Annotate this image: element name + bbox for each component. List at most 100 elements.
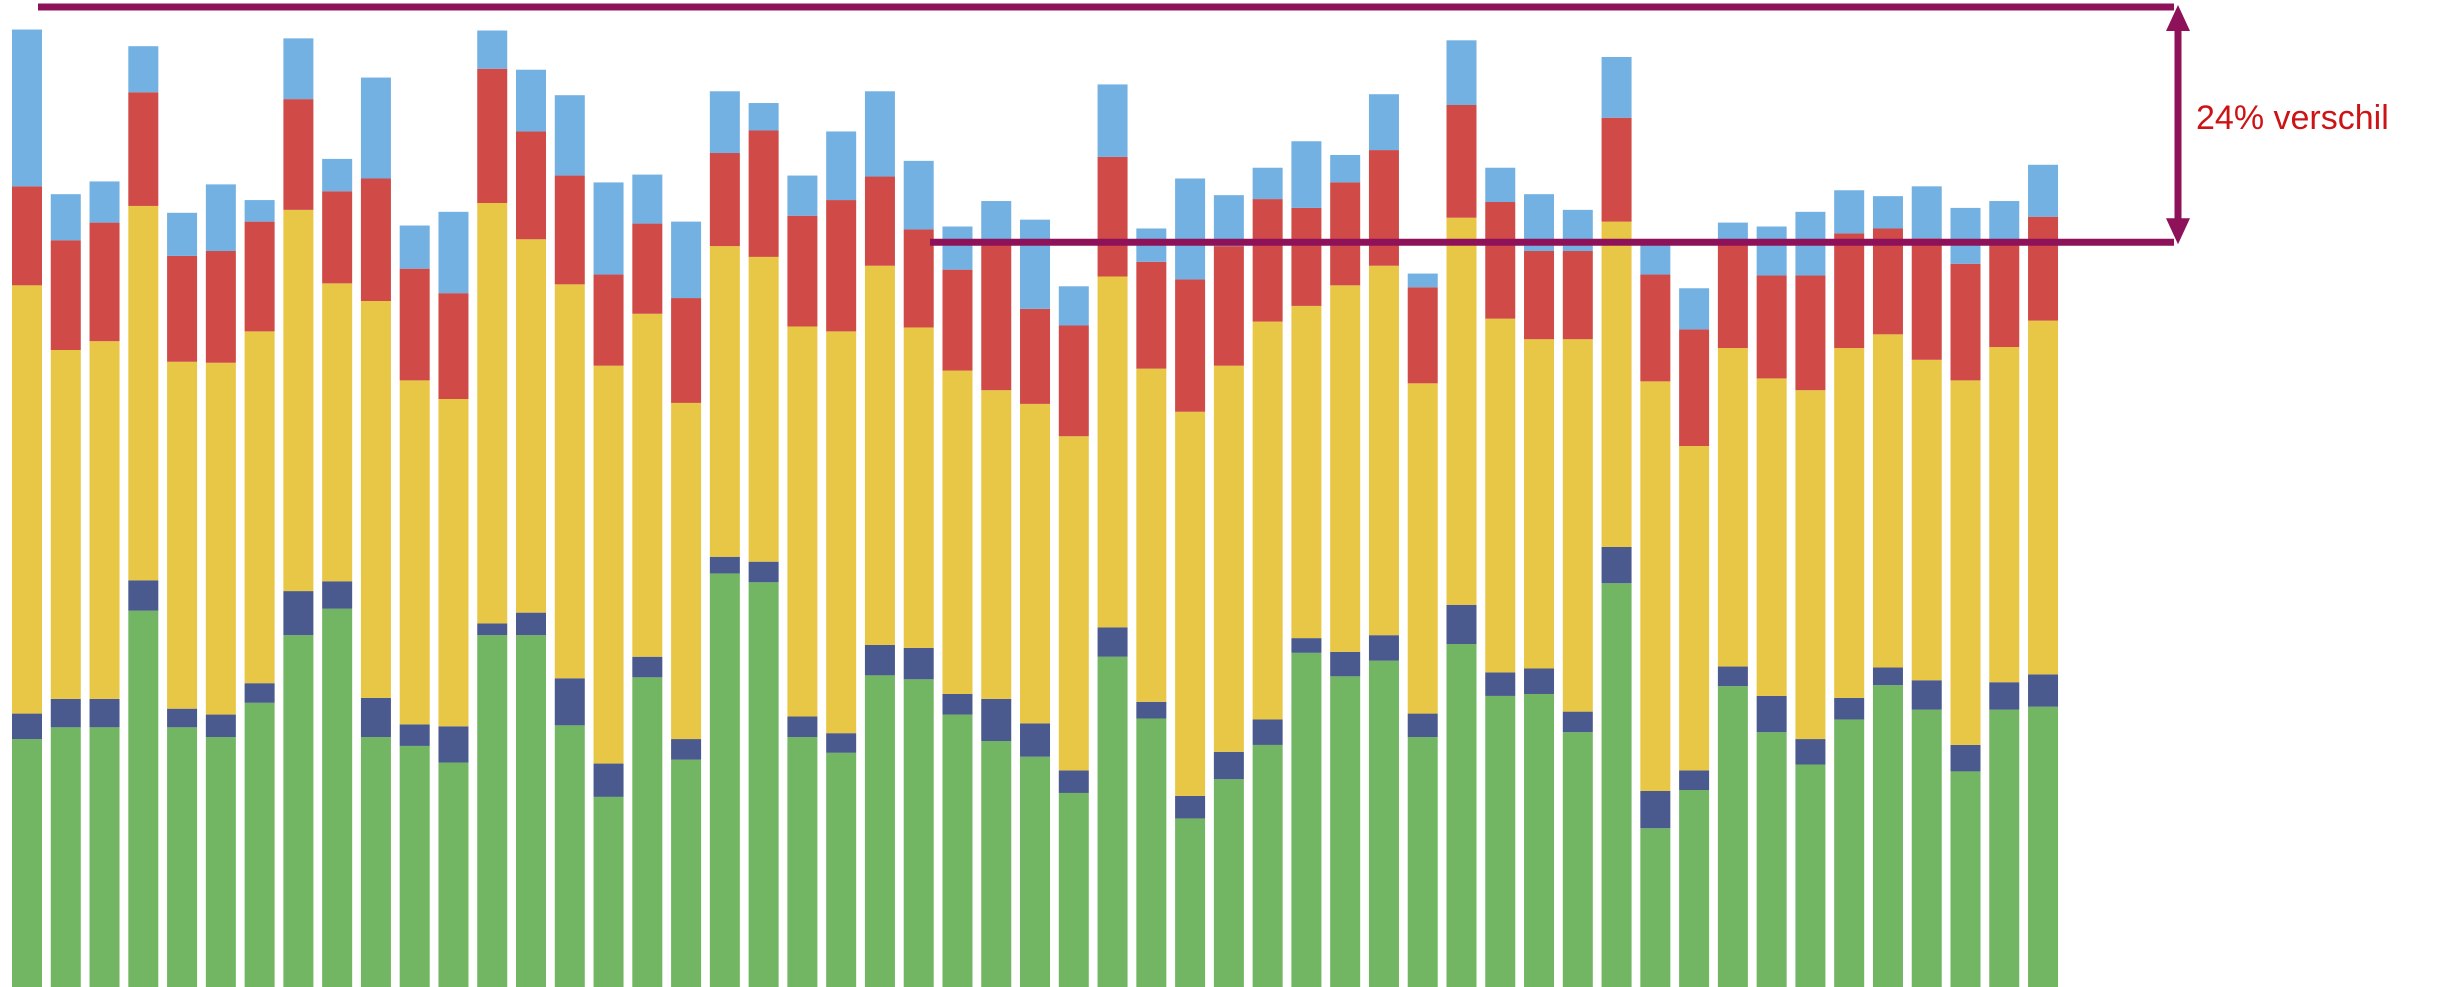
bar-segment-13-2 — [477, 623, 508, 636]
bar-segment-26-5 — [981, 201, 1012, 244]
bar-segment-42-3 — [1601, 221, 1632, 547]
bar-segment-37-3 — [1407, 383, 1438, 714]
bar-segment-15-1 — [554, 725, 585, 987]
bar-segment-51-3 — [1950, 380, 1981, 745]
bar-segment-22-2 — [826, 733, 857, 753]
bar-segment-25-2 — [942, 693, 973, 715]
bar-segment-8-5 — [283, 38, 314, 100]
bar-segment-31-5 — [1175, 178, 1206, 280]
bar-segment-2-2 — [50, 698, 81, 728]
bar-segment-42-1 — [1601, 583, 1632, 987]
bar-segment-43-3 — [1640, 381, 1671, 791]
bar-segment-24-5 — [903, 160, 934, 230]
bar-segment-20-3 — [748, 256, 779, 562]
bar-segment-33-4 — [1252, 199, 1283, 322]
bar-segment-33-3 — [1252, 321, 1283, 720]
bar-segment-16-5 — [593, 182, 624, 275]
bar-segment-41-3 — [1562, 339, 1593, 712]
bar-segment-11-5 — [399, 225, 430, 269]
arrow-up-icon — [2166, 5, 2190, 31]
bar-segment-38-3 — [1446, 217, 1477, 605]
bar-segment-17-4 — [632, 223, 663, 314]
bar-segment-5-4 — [167, 255, 198, 362]
bar-segment-48-2 — [1834, 697, 1865, 720]
bar-segment-51-1 — [1950, 771, 1981, 987]
bar-segment-33-1 — [1252, 744, 1283, 987]
bar-segment-33-2 — [1252, 719, 1283, 745]
bar-segment-45-4 — [1717, 244, 1748, 349]
bar-segment-16-1 — [593, 796, 624, 987]
bar-segment-43-1 — [1640, 828, 1671, 987]
bar-segment-23-1 — [864, 675, 895, 987]
bar-segment-3-2 — [89, 698, 120, 728]
bar-segment-23-3 — [864, 265, 895, 645]
bar-segment-28-3 — [1058, 436, 1089, 771]
bar-segment-1-5 — [12, 29, 42, 187]
bar-segment-41-1 — [1562, 732, 1593, 987]
bar-segment-46-2 — [1756, 695, 1787, 733]
bar-segment-4-2 — [128, 580, 159, 611]
bar-segment-10-3 — [360, 301, 391, 698]
bar-segment-38-2 — [1446, 604, 1477, 644]
bar-segment-46-3 — [1756, 378, 1787, 696]
bar-segment-44-4 — [1679, 329, 1710, 447]
bar-segment-42-2 — [1601, 546, 1632, 584]
bar-segment-5-3 — [167, 361, 198, 709]
bar-segment-28-5 — [1058, 286, 1089, 326]
bar-segment-48-5 — [1834, 190, 1865, 234]
bar-segment-4-5 — [128, 46, 159, 93]
bar-segment-11-1 — [399, 745, 430, 987]
bar-segment-50-4 — [1911, 238, 1942, 360]
bar-segment-49-2 — [1872, 667, 1903, 686]
bar-segment-47-4 — [1795, 275, 1826, 391]
bar-segment-17-1 — [632, 677, 663, 987]
bar-segment-28-1 — [1058, 792, 1089, 987]
bar-segment-4-4 — [128, 92, 159, 206]
bar-segment-31-1 — [1175, 818, 1206, 987]
bar-segment-12-5 — [438, 211, 469, 294]
bar-segment-24-3 — [903, 327, 934, 648]
bar-segment-24-4 — [903, 229, 934, 328]
bar-segment-29-3 — [1097, 276, 1128, 628]
bar-segment-39-2 — [1485, 672, 1516, 696]
bar-segment-3-4 — [89, 222, 120, 342]
bar-segment-52-2 — [1989, 682, 2020, 710]
bar-segment-7-3 — [244, 331, 275, 684]
bar-segment-51-5 — [1950, 207, 1981, 264]
bar-segment-19-3 — [709, 246, 740, 557]
bars-group — [12, 29, 2059, 987]
bar-segment-42-5 — [1601, 56, 1632, 118]
bar-segment-35-4 — [1330, 182, 1361, 286]
bar-segment-42-4 — [1601, 117, 1632, 222]
bar-segment-3-3 — [89, 341, 120, 699]
bar-segment-34-4 — [1291, 207, 1322, 306]
bar-segment-36-5 — [1368, 94, 1399, 151]
bar-segment-17-3 — [632, 313, 663, 657]
bar-segment-27-2 — [1020, 723, 1051, 757]
bar-segment-15-5 — [554, 95, 585, 176]
bar-segment-25-4 — [942, 269, 973, 371]
bar-segment-34-2 — [1291, 638, 1322, 653]
bar-segment-28-4 — [1058, 325, 1089, 437]
bar-segment-41-2 — [1562, 711, 1593, 733]
bar-segment-41-4 — [1562, 251, 1593, 340]
bar-segment-27-3 — [1020, 403, 1051, 724]
bar-segment-49-1 — [1872, 685, 1903, 987]
bar-segment-47-1 — [1795, 764, 1826, 987]
bar-segment-22-4 — [826, 200, 857, 332]
bar-segment-34-5 — [1291, 141, 1322, 208]
bar-segment-21-4 — [787, 215, 818, 327]
bar-segment-49-4 — [1872, 228, 1903, 335]
bar-segment-40-1 — [1524, 693, 1555, 987]
bar-segment-7-4 — [244, 221, 275, 332]
bar-segment-29-4 — [1097, 156, 1128, 277]
bar-segment-45-1 — [1717, 686, 1748, 987]
bar-segment-48-3 — [1834, 348, 1865, 698]
bar-segment-12-4 — [438, 293, 469, 399]
bar-segment-1-1 — [12, 739, 42, 987]
bar-segment-25-1 — [942, 714, 973, 987]
bar-segment-9-3 — [322, 283, 353, 582]
bar-segment-43-2 — [1640, 791, 1671, 829]
bar-segment-29-5 — [1097, 84, 1128, 157]
bar-segment-32-3 — [1213, 365, 1244, 752]
